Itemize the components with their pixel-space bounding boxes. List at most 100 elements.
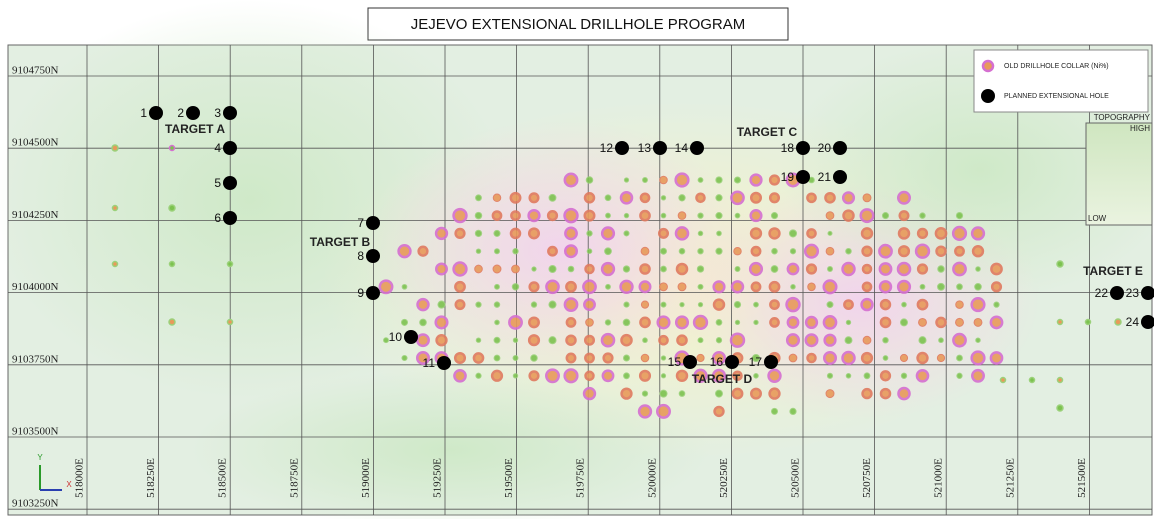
old-collar [806,317,817,328]
old-collar [585,372,593,380]
old-collar [991,264,1001,274]
old-collar [863,194,871,202]
old-collar [602,228,614,240]
old-collar [661,213,666,218]
easting-label: 519750E [575,458,587,498]
topography-low: LOW [1088,214,1107,223]
old-collar [790,249,795,254]
old-collar [881,300,890,309]
old-collar [549,301,556,308]
old-collar [436,317,448,329]
old-collar [475,265,483,273]
hole-label: 15 [668,355,682,369]
old-collar [567,318,575,326]
planned-hole [683,355,697,369]
hole-label: 22 [1095,286,1109,300]
old-collar [717,231,722,236]
easting-label: 520000E [646,458,658,498]
old-collar [898,192,910,204]
easting-label: 520250E [718,458,730,498]
old-collar [883,356,888,361]
old-collar [696,194,704,202]
northing-label: 9103750N [12,353,59,365]
old-collar [734,247,741,254]
old-collar [826,390,834,398]
hole-label: 5 [214,176,221,190]
old-collar [862,353,872,363]
old-collar [788,317,798,327]
old-collar [1057,405,1063,411]
old-collar [956,318,964,326]
old-collar [806,334,817,345]
old-collar [789,230,796,237]
old-collar [955,247,963,255]
old-collar [437,335,447,345]
old-collar [1030,378,1035,383]
old-collar [734,177,740,183]
old-collar [493,211,501,219]
old-collar [716,177,722,183]
old-collar [639,405,651,417]
old-collar [900,211,909,220]
easting-label: 518000E [74,458,86,498]
old-collar [679,248,685,254]
old-collar [623,266,629,272]
easting-label: 520500E [790,458,802,498]
old-collar [624,302,629,307]
old-collar [751,228,761,238]
old-collar [899,246,909,256]
old-collar [843,263,855,275]
old-collar [586,177,593,184]
easting-label: 521500E [1076,458,1088,498]
planned-hole [615,141,629,155]
old-collar [863,389,872,398]
old-collar [972,298,985,311]
old-collar [585,211,595,221]
legend: OLD DRILLHOLE COLLAR (Ni%) PLANNED EXTEN… [974,50,1148,112]
old-collar [1058,320,1063,325]
old-collar [679,195,685,201]
old-collar [881,389,890,398]
old-collar [530,371,539,380]
old-collar [751,193,761,203]
old-collar [170,262,175,267]
old-collar [113,206,118,211]
target-label: TARGET A [165,122,225,136]
old-collar [734,301,740,307]
hole-label: 11 [423,356,436,370]
old-collar [513,356,518,361]
old-collar [1057,261,1063,267]
old-collar [401,319,407,325]
old-collar [624,231,629,236]
old-collar [587,231,592,236]
old-collar [643,338,648,343]
topography-box [1086,123,1152,225]
hole-label: 20 [818,141,832,155]
old-collar [826,247,834,255]
legend-planned-symbol [981,89,995,103]
old-collar [586,319,594,327]
old-collar [1058,378,1063,383]
old-collar [624,213,628,217]
old-collar [751,389,760,398]
old-collar [678,283,686,291]
old-collar [862,228,872,238]
old-collar [900,354,907,361]
northing-label: 9104500N [12,137,59,149]
old-collar [879,245,891,257]
old-collar [419,247,428,256]
old-collar [493,194,501,202]
old-collar [898,388,909,399]
old-collar [643,178,648,183]
old-collar [698,178,703,183]
old-collar [846,248,851,253]
old-collar [716,390,723,397]
old-collar [512,265,520,273]
planned-hole [833,141,847,155]
easting-label: 519250E [432,458,444,498]
old-collar [677,371,687,381]
old-collar [657,405,669,417]
old-collar [677,336,686,345]
old-collar [807,229,815,237]
old-collar [953,227,966,240]
